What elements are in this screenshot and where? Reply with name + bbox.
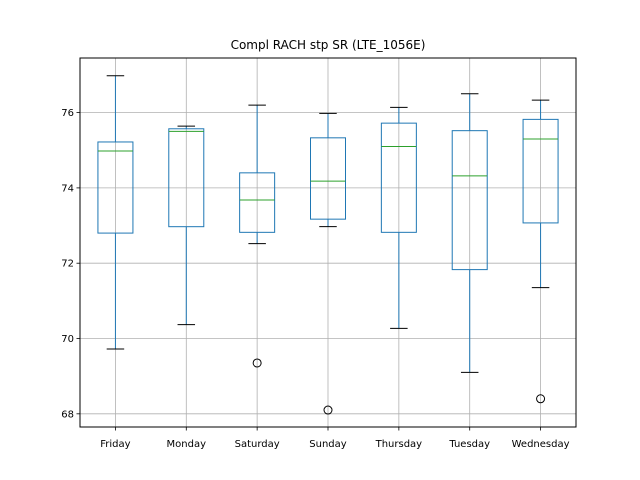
y-tick-label: 70 xyxy=(61,334,74,345)
outlier-point xyxy=(536,394,546,404)
outlier-point xyxy=(252,358,262,368)
box-body xyxy=(522,118,559,224)
outlier-point xyxy=(323,405,333,415)
x-tick-label: Saturday xyxy=(235,439,280,450)
chart-title: Compl RACH stp SR (LTE_1056E) xyxy=(231,38,426,52)
box-thursday xyxy=(380,106,417,329)
y-tick-label: 74 xyxy=(61,183,74,194)
x-tick-label: Thursday xyxy=(375,439,423,450)
box-body xyxy=(239,172,276,233)
y-tick-label: 72 xyxy=(61,259,74,270)
box-body xyxy=(451,130,488,271)
box-sunday xyxy=(310,112,346,415)
x-tick-label: Monday xyxy=(167,439,207,450)
box-tuesday xyxy=(451,93,488,373)
box-layer xyxy=(97,75,559,415)
box-saturday xyxy=(239,104,276,368)
x-tick-label: Friday xyxy=(100,439,130,450)
box-body xyxy=(168,128,205,228)
x-tick-label: Sunday xyxy=(309,439,346,450)
x-tick-label: Tuesday xyxy=(448,439,490,450)
box-body xyxy=(97,141,134,234)
box-monday xyxy=(168,125,205,326)
box-body xyxy=(380,122,417,233)
y-tick-label: 68 xyxy=(61,409,74,420)
box-friday xyxy=(97,75,134,350)
x-tick-label: Wednesday xyxy=(512,439,570,450)
tick-layer: 68 70 72 74 76 Friday Monday Saturday Sunday Thur… xyxy=(61,108,569,450)
y-tick-label: 76 xyxy=(61,108,74,119)
box-body xyxy=(310,137,346,220)
box-wednesday xyxy=(522,99,559,404)
